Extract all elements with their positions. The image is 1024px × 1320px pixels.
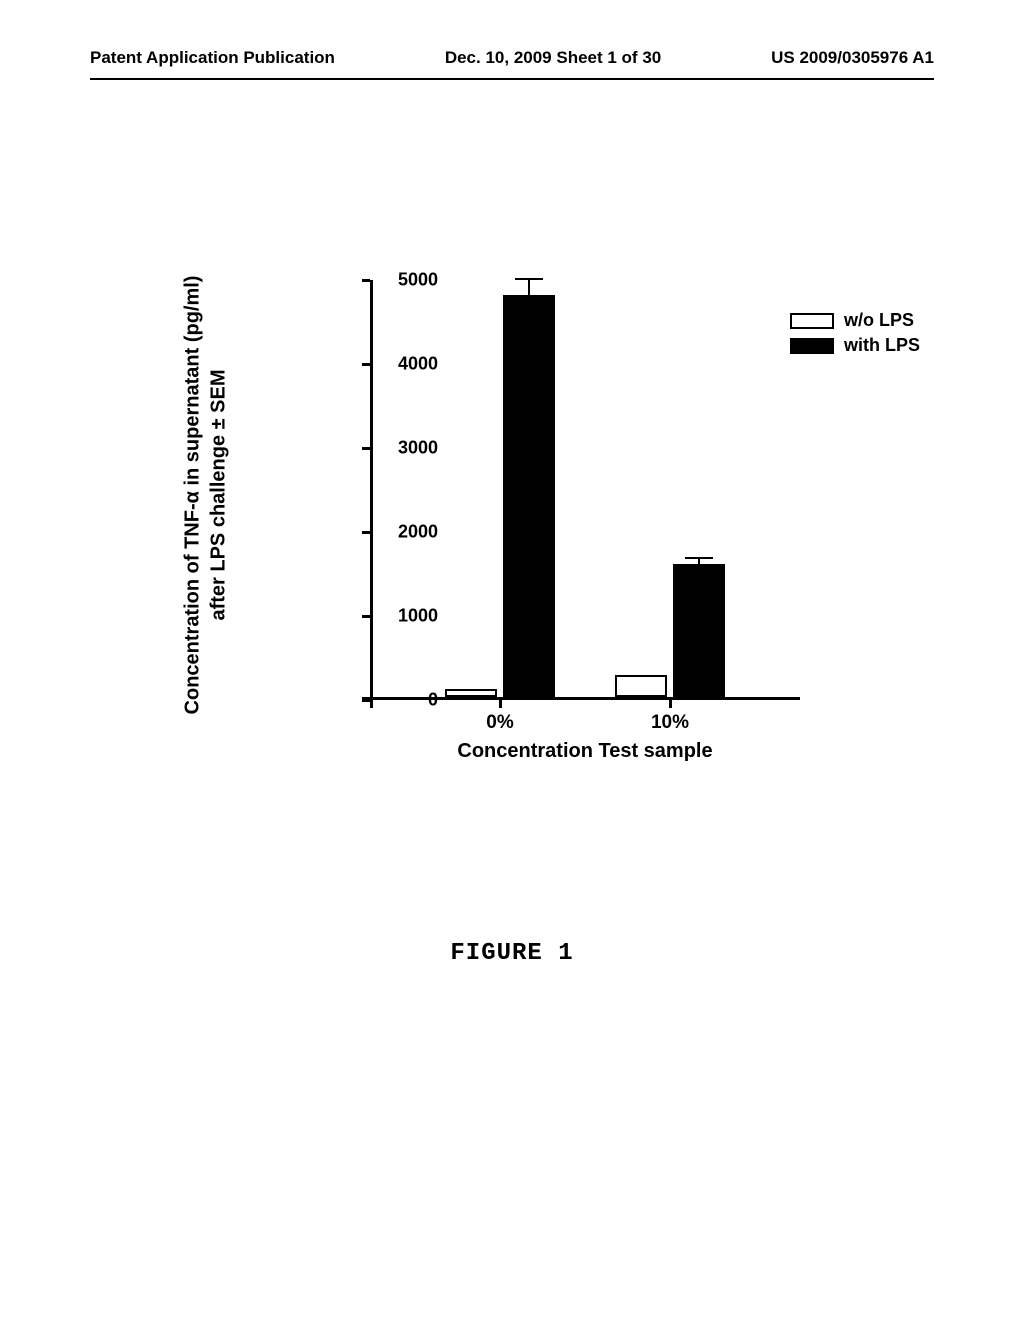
legend: w/o LPS with LPS — [790, 310, 920, 360]
legend-swatch-filled — [790, 338, 834, 354]
error-cap — [685, 557, 713, 559]
error-cap — [515, 278, 543, 280]
legend-label: with LPS — [844, 335, 920, 356]
x-category-label: 10% — [651, 712, 689, 734]
legend-swatch-open — [790, 313, 834, 329]
y-axis-label: Concentration of TNF-α in supernatant (p… — [179, 276, 231, 715]
bar — [445, 689, 497, 697]
header-right: US 2009/0305976 A1 — [771, 48, 934, 68]
bar — [673, 564, 725, 697]
header-left: Patent Application Publication — [90, 48, 335, 68]
y-axis-label-wrap: Concentration of TNF-α in supernatant (p… — [170, 260, 240, 730]
x-tick — [499, 700, 502, 708]
y-tick-label: 3000 — [368, 438, 438, 459]
header-center: Dec. 10, 2009 Sheet 1 of 30 — [445, 48, 661, 68]
x-category-label: 0% — [486, 712, 513, 734]
y-axis-label-line2: after LPS challenge ± SEM — [205, 276, 231, 715]
page-header: Patent Application Publication Dec. 10, … — [0, 48, 1024, 68]
header-rule — [90, 78, 934, 80]
x-axis-label: Concentration Test sample — [370, 740, 800, 763]
bar-chart: Concentration of TNF-α in supernatant (p… — [180, 260, 880, 820]
y-tick-label: 1000 — [368, 606, 438, 627]
y-tick-label: 4000 — [368, 354, 438, 375]
y-axis-label-line1: Concentration of TNF-α in supernatant (p… — [181, 276, 203, 715]
legend-item-with-lps: with LPS — [790, 335, 920, 356]
x-tick — [669, 700, 672, 708]
y-axis — [370, 280, 373, 700]
bar — [615, 675, 667, 697]
y-tick-label: 2000 — [368, 522, 438, 543]
error-bar — [698, 559, 700, 564]
bar — [503, 295, 555, 697]
y-tick-label: 0 — [368, 690, 438, 711]
figure-caption: FIGURE 1 — [0, 940, 1024, 967]
y-tick-label: 5000 — [368, 270, 438, 291]
error-bar — [528, 280, 530, 296]
legend-item-wo-lps: w/o LPS — [790, 310, 920, 331]
plot-region — [370, 280, 800, 700]
legend-label: w/o LPS — [844, 310, 914, 331]
